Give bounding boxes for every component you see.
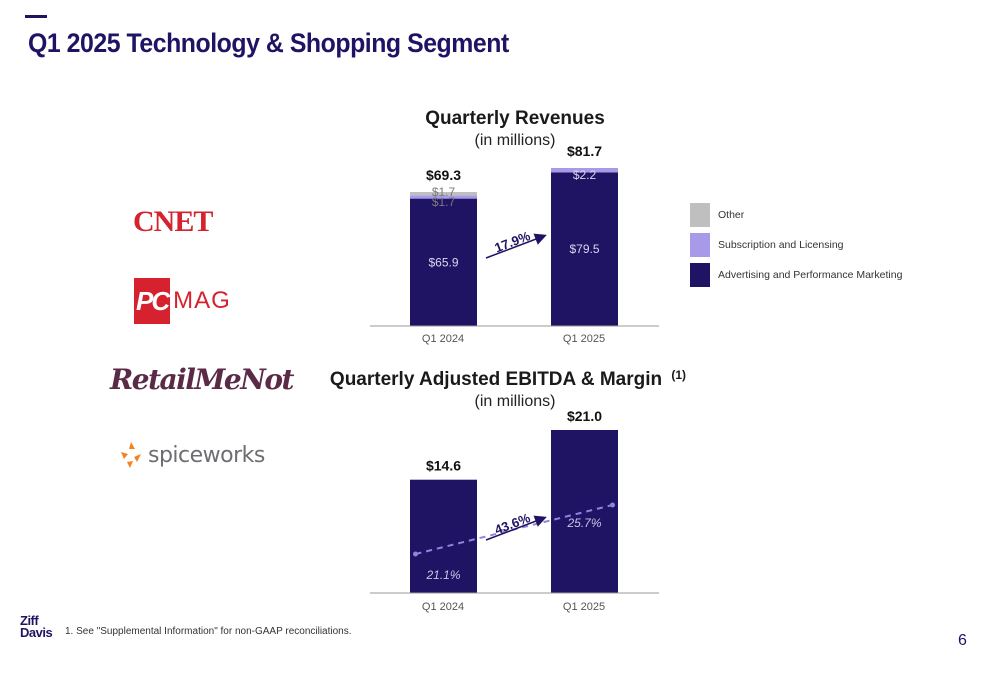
pcmag-logo-mag: MAG: [173, 287, 231, 314]
revenue-chart-title: Quarterly Revenues: [425, 108, 605, 129]
legend-item-other: Other: [690, 203, 902, 227]
pcmag-logo-pc: PC: [134, 278, 170, 324]
ebitda-tick-label: Q1 2024: [422, 601, 464, 613]
ebitda-bar: [551, 430, 618, 593]
retailmenot-logo: RetailMeNot: [110, 363, 294, 396]
ziff-davis-logo: Ziff Davis: [20, 613, 53, 640]
revenue-bar-segment: [551, 172, 618, 326]
revenue-tick-label: Q1 2025: [563, 333, 605, 345]
revenue-chart: Quarterly Revenues (in millions) $65.9 $1…: [370, 108, 659, 345]
revenue-segment-label: $1.7: [432, 195, 456, 209]
revenue-growth-arrow: [485, 233, 547, 259]
ebitda-chart-title: Quarterly Adjusted EBITDA & Margin (1): [330, 368, 686, 390]
title-accent-bar: [25, 15, 47, 18]
revenue-bar-segment: [410, 198, 477, 326]
spiceworks-icon: [121, 442, 141, 468]
legend-swatch: [690, 203, 710, 227]
revenue-bar-segment: [551, 168, 618, 173]
ebitda-chart-title-text: Quarterly Adjusted EBITDA & Margin: [330, 369, 662, 390]
margin-point: [413, 551, 418, 557]
revenue-segment-label: $2.2: [573, 168, 597, 182]
revenue-growth-label: 17.9%: [492, 228, 532, 255]
ebitda-growth-label: 43.6%: [492, 510, 532, 537]
ebitda-growth-arrow: [485, 515, 547, 541]
ebitda-chart-subtitle: (in millions): [475, 393, 556, 410]
ebitda-chart: Quarterly Adjusted EBITDA & Margin (1) (…: [330, 368, 686, 613]
revenue-legend: Other Subscription and Licensing Adverti…: [690, 203, 902, 293]
footnote: 1. See "Supplemental Information" for no…: [65, 626, 352, 637]
pcmag-logo: PC MAG: [134, 278, 231, 324]
legend-label: Other: [718, 209, 745, 221]
cnet-logo: CNET: [133, 205, 213, 238]
ebitda-chart-title-footnote: (1): [671, 368, 686, 382]
legend-swatch: [690, 263, 710, 287]
ziff-davis-logo-line2: Davis: [20, 625, 53, 640]
legend-item-advertising: Advertising and Performance Marketing: [690, 263, 902, 287]
legend-label: Subscription and Licensing: [718, 239, 844, 251]
revenue-chart-subtitle: (in millions): [475, 132, 556, 149]
revenue-tick-label: Q1 2024: [422, 333, 464, 345]
revenue-total-label: $81.7: [567, 143, 602, 159]
ebitda-value-label: $14.6: [426, 458, 461, 474]
ebitda-bars: $14.6 $21.0: [410, 408, 618, 593]
ebitda-value-label: $21.0: [567, 408, 602, 424]
revenue-bar-segment: [410, 192, 477, 196]
margin-label: 25.7%: [566, 516, 601, 530]
ebitda-bar: [410, 479, 477, 593]
revenue-total-label: $69.3: [426, 167, 461, 183]
legend-swatch: [690, 233, 710, 257]
revenue-segment-label: $1.7: [432, 185, 456, 199]
spiceworks-logo: spiceworks: [118, 440, 265, 470]
margin-label: 21.1%: [425, 568, 460, 582]
ziff-davis-logo-line1: Ziff: [20, 613, 39, 628]
revenue-bar-segment: [410, 195, 477, 199]
spiceworks-logo-text: spiceworks: [148, 442, 265, 468]
legend-label: Advertising and Performance Marketing: [718, 269, 903, 281]
brand-logos: CNET PC MAG RetailMeNot spiceworks: [100, 200, 294, 490]
page-title: Q1 2025 Technology & Shopping Segment: [28, 28, 509, 58]
ebitda-tick-label: Q1 2025: [563, 601, 605, 613]
revenue-bars: $65.9 $1.7$1.7 $69.3 $79.5 $2.2 $81.7: [410, 143, 618, 326]
legend-item-subscription: Subscription and Licensing: [690, 233, 902, 257]
margin-point: [610, 502, 615, 508]
revenue-segment-label: $65.9: [428, 255, 458, 269]
revenue-segment-label: $79.5: [569, 242, 599, 256]
page-number: 6: [958, 632, 967, 649]
